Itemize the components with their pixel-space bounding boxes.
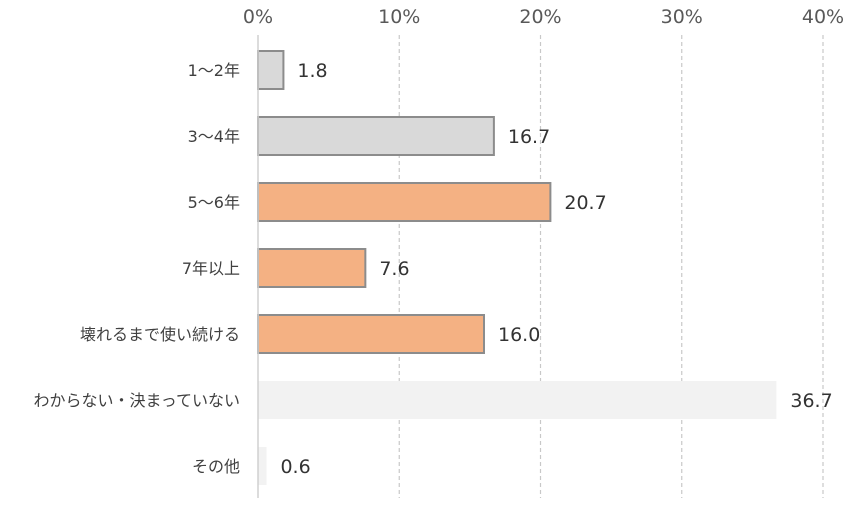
category-label: わからない・決まっていない — [33, 391, 240, 410]
value-label: 20.7 — [564, 192, 606, 214]
value-label: 16.7 — [508, 126, 550, 148]
bar — [257, 50, 285, 90]
category-label: 7年以上 — [182, 259, 240, 278]
value-label: 16.0 — [498, 324, 540, 346]
value-label: 0.6 — [280, 456, 310, 478]
x-tick-label: 10% — [378, 6, 420, 28]
x-tick-label: 0% — [243, 6, 273, 28]
value-label: 1.8 — [297, 60, 327, 82]
category-label: 5～6年 — [188, 193, 240, 212]
value-label: 36.7 — [790, 390, 832, 412]
x-tick-label: 40% — [802, 6, 844, 28]
bar — [257, 248, 367, 288]
bar — [257, 314, 485, 354]
category-label: その他 — [192, 457, 240, 476]
x-tick-label: 30% — [661, 6, 703, 28]
x-tick-label: 20% — [519, 6, 561, 28]
bar — [257, 182, 552, 222]
bar — [258, 381, 777, 419]
value-label: 7.6 — [379, 258, 409, 280]
bar — [257, 116, 495, 156]
category-label: 1～2年 — [188, 61, 240, 80]
bar — [258, 447, 267, 485]
category-label: 3～4年 — [188, 127, 240, 146]
category-label: 壊れるまで使い続ける — [80, 325, 240, 344]
